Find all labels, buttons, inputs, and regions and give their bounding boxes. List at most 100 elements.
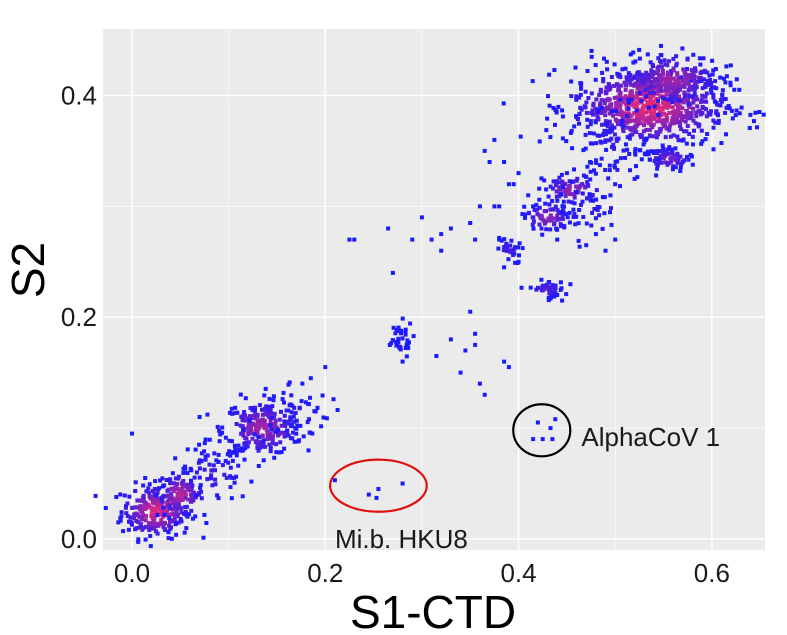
data-point bbox=[649, 123, 654, 128]
data-point bbox=[687, 132, 692, 136]
data-point bbox=[646, 83, 651, 88]
data-point bbox=[581, 148, 586, 153]
data-point bbox=[724, 64, 729, 69]
data-point bbox=[690, 134, 695, 139]
data-point bbox=[558, 287, 563, 292]
data-point bbox=[620, 118, 625, 123]
data-point bbox=[654, 130, 659, 135]
data-point bbox=[555, 198, 560, 203]
data-point bbox=[606, 176, 611, 181]
data-point bbox=[136, 537, 141, 542]
data-point bbox=[173, 521, 178, 526]
data-point bbox=[567, 183, 572, 188]
data-point bbox=[660, 68, 665, 73]
data-point bbox=[615, 167, 620, 172]
y-axis-title: S2 bbox=[2, 242, 54, 298]
data-point bbox=[658, 153, 663, 158]
data-point bbox=[396, 336, 401, 341]
data-point bbox=[672, 81, 677, 86]
data-point bbox=[270, 441, 275, 446]
data-point bbox=[728, 63, 733, 68]
data-point bbox=[661, 155, 666, 160]
data-point bbox=[555, 227, 560, 232]
data-point bbox=[607, 138, 612, 143]
data-point bbox=[604, 59, 609, 64]
data-point bbox=[294, 418, 299, 423]
data-point bbox=[664, 92, 669, 97]
data-point bbox=[544, 227, 549, 232]
data-point bbox=[696, 109, 701, 114]
data-point bbox=[646, 105, 651, 110]
data-point bbox=[692, 128, 696, 133]
data-point bbox=[686, 81, 691, 86]
data-point bbox=[366, 492, 371, 497]
data-point bbox=[578, 183, 583, 188]
data-point bbox=[702, 99, 707, 104]
data-point bbox=[686, 101, 691, 106]
data-point bbox=[249, 415, 254, 420]
data-point bbox=[648, 90, 653, 95]
data-point bbox=[674, 116, 679, 121]
data-point bbox=[262, 444, 267, 449]
data-point bbox=[137, 514, 142, 519]
data-point bbox=[599, 98, 604, 103]
data-point bbox=[501, 248, 506, 253]
data-point bbox=[260, 412, 265, 417]
data-point bbox=[569, 179, 574, 184]
data-point bbox=[732, 87, 737, 92]
data-point bbox=[242, 410, 247, 414]
data-point bbox=[588, 119, 593, 124]
data-point bbox=[676, 119, 681, 124]
data-point bbox=[701, 56, 706, 61]
data-point bbox=[270, 422, 275, 427]
annotation-label: Mi.b. HKU8 bbox=[335, 524, 468, 554]
data-point bbox=[676, 108, 681, 113]
data-point bbox=[648, 117, 653, 122]
data-point bbox=[141, 525, 146, 530]
data-point bbox=[675, 73, 680, 78]
data-point bbox=[190, 483, 195, 488]
data-point bbox=[286, 433, 291, 438]
data-point bbox=[546, 194, 551, 199]
data-point bbox=[257, 403, 262, 408]
data-point bbox=[720, 92, 725, 97]
data-point bbox=[532, 208, 537, 212]
data-point bbox=[468, 309, 473, 314]
data-point bbox=[156, 500, 161, 505]
data-point bbox=[308, 376, 313, 381]
data-point bbox=[588, 198, 593, 203]
data-point bbox=[597, 163, 602, 168]
data-point bbox=[699, 69, 704, 74]
data-point bbox=[274, 430, 279, 435]
data-point bbox=[678, 98, 683, 103]
data-point bbox=[252, 432, 257, 437]
data-point bbox=[323, 365, 328, 370]
data-point bbox=[685, 79, 690, 84]
data-point bbox=[618, 105, 622, 110]
data-point bbox=[174, 484, 179, 489]
data-point bbox=[321, 415, 326, 420]
data-point bbox=[551, 207, 556, 212]
data-point bbox=[550, 199, 555, 203]
data-point bbox=[663, 160, 668, 165]
data-point bbox=[608, 127, 613, 131]
data-point bbox=[376, 487, 381, 491]
data-point bbox=[626, 119, 631, 124]
data-point bbox=[747, 126, 752, 130]
data-point bbox=[678, 169, 683, 173]
data-point bbox=[144, 489, 149, 494]
data-point bbox=[241, 433, 246, 438]
data-point bbox=[180, 484, 185, 489]
data-point bbox=[678, 154, 683, 159]
data-point bbox=[230, 458, 235, 463]
data-point bbox=[581, 215, 586, 219]
data-point bbox=[737, 87, 742, 92]
data-point bbox=[686, 111, 691, 116]
data-point bbox=[234, 422, 239, 426]
data-point bbox=[664, 118, 669, 123]
data-point bbox=[520, 246, 525, 251]
data-point bbox=[166, 499, 171, 504]
data-point bbox=[155, 490, 160, 495]
data-point bbox=[588, 177, 593, 182]
data-point bbox=[263, 386, 268, 391]
